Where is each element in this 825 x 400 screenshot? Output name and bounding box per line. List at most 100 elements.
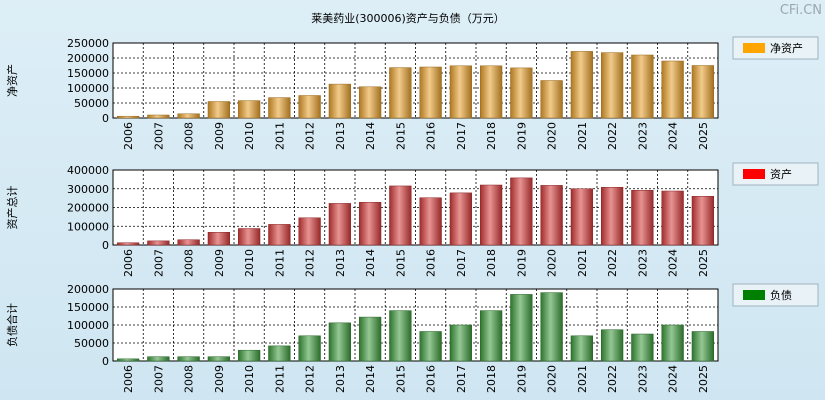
bar-2009 — [207, 232, 231, 246]
y-tick-label: 200000 — [67, 202, 109, 215]
bar-2006 — [116, 242, 140, 246]
y-tick-label: 0 — [102, 355, 109, 368]
x-tick-label: 2016 — [425, 249, 438, 277]
x-tick-label: 2017 — [455, 122, 468, 150]
bar-2017 — [449, 192, 473, 246]
bar-2021 — [570, 335, 594, 362]
x-tick-label: 2006 — [122, 249, 135, 277]
bar-2024 — [661, 190, 684, 246]
y-tick-label: 250000 — [67, 37, 109, 50]
x-tick-label: 2025 — [697, 365, 710, 393]
bar-2011 — [268, 345, 291, 362]
y-axis-label: 负债合计 — [5, 303, 19, 347]
bar-2021 — [570, 51, 594, 119]
x-tick-label: 2023 — [636, 122, 649, 150]
bar-2008 — [177, 356, 200, 362]
x-tick-label: 2018 — [485, 122, 498, 150]
x-tick-label: 2020 — [546, 249, 559, 277]
x-tick-label: 2007 — [152, 122, 165, 150]
x-tick-label: 2016 — [425, 122, 438, 150]
y-tick-label: 300000 — [67, 183, 109, 196]
bar-2025 — [691, 196, 715, 246]
bar-2016 — [419, 331, 442, 362]
x-tick-label: 2014 — [364, 122, 377, 150]
bar-2006 — [116, 115, 140, 119]
x-tick-label: 2006 — [122, 122, 135, 150]
x-tick-label: 2017 — [455, 365, 468, 393]
x-tick-label: 2015 — [394, 122, 407, 150]
x-tick-label: 2007 — [152, 365, 165, 393]
bar-2015 — [389, 67, 412, 119]
x-tick-label: 2013 — [334, 249, 347, 277]
y-tick-label: 150000 — [67, 301, 109, 314]
x-tick-label: 2019 — [515, 365, 528, 393]
bar-2014 — [358, 86, 382, 119]
bar-2011 — [268, 224, 291, 246]
bar-2022 — [600, 329, 624, 362]
x-tick-label: 2021 — [576, 365, 589, 393]
x-tick-label: 2007 — [152, 249, 165, 277]
y-axis-label: 资产总计 — [5, 186, 19, 230]
bar-2018 — [479, 184, 503, 246]
bar-2019 — [510, 294, 533, 362]
y-tick-label: 100000 — [67, 82, 109, 95]
y-tick-label: 50000 — [74, 97, 109, 110]
bar-2025 — [691, 331, 715, 362]
y-tick-label: 0 — [102, 239, 109, 252]
bar-2013 — [328, 322, 352, 362]
x-tick-label: 2017 — [455, 249, 468, 277]
y-tick-label: 200000 — [67, 283, 109, 296]
x-tick-label: 2012 — [304, 122, 317, 150]
bar-2015 — [389, 185, 412, 246]
bar-2010 — [237, 228, 261, 246]
chart-title: 莱美药业(300006)资产与负债（万元） — [311, 11, 505, 25]
bar-2023 — [631, 190, 654, 246]
bar-2010 — [237, 349, 261, 362]
x-tick-label: 2012 — [304, 365, 317, 393]
chart-panel-3: 0 50000 100000 150000 200000 2006 2007 2008 2009… — [5, 283, 819, 393]
x-tick-label: 2011 — [273, 249, 286, 277]
x-tick-label: 2014 — [364, 365, 377, 393]
bar-2018 — [479, 65, 503, 119]
bar-2012 — [298, 217, 321, 246]
bar-2008 — [177, 239, 200, 246]
x-tick-label: 2013 — [334, 122, 347, 150]
y-tick-label: 0 — [102, 112, 109, 125]
x-tick-label: 2020 — [546, 122, 559, 150]
x-tick-label: 2024 — [667, 249, 680, 277]
x-tick-label: 2021 — [576, 122, 589, 150]
bar-2019 — [510, 67, 533, 119]
legend-box — [732, 162, 819, 186]
x-tick-label: 2020 — [546, 365, 559, 393]
x-tick-label: 2008 — [183, 122, 196, 150]
x-tick-label: 2014 — [364, 249, 377, 277]
x-tick-label: 2021 — [576, 249, 589, 277]
x-tick-label: 2025 — [697, 122, 710, 150]
watermark: CFi.CN — [780, 3, 822, 18]
y-tick-label: 100000 — [67, 319, 109, 332]
legend-label: 负债 — [770, 288, 792, 302]
bar-2009 — [207, 101, 231, 119]
x-tick-label: 2011 — [273, 365, 286, 393]
x-tick-label: 2023 — [636, 249, 649, 277]
bar-2007 — [147, 240, 170, 246]
x-tick-label: 2025 — [697, 249, 710, 277]
x-tick-label: 2018 — [485, 249, 498, 277]
x-tick-label: 2011 — [273, 122, 286, 150]
bar-2007 — [147, 114, 170, 119]
bar-2010 — [237, 100, 261, 119]
x-tick-label: 2010 — [243, 365, 256, 393]
legend-box — [732, 283, 819, 307]
y-tick-label: 400000 — [67, 164, 109, 177]
bar-2008 — [177, 113, 200, 119]
bar-2022 — [600, 52, 624, 119]
x-tick-label: 2008 — [183, 365, 196, 393]
bar-2016 — [419, 197, 442, 246]
x-tick-label: 2010 — [243, 122, 256, 150]
bar-2024 — [661, 60, 684, 119]
x-tick-label: 2022 — [606, 249, 619, 277]
x-tick-label: 2010 — [243, 249, 256, 277]
bar-2016 — [419, 66, 442, 119]
